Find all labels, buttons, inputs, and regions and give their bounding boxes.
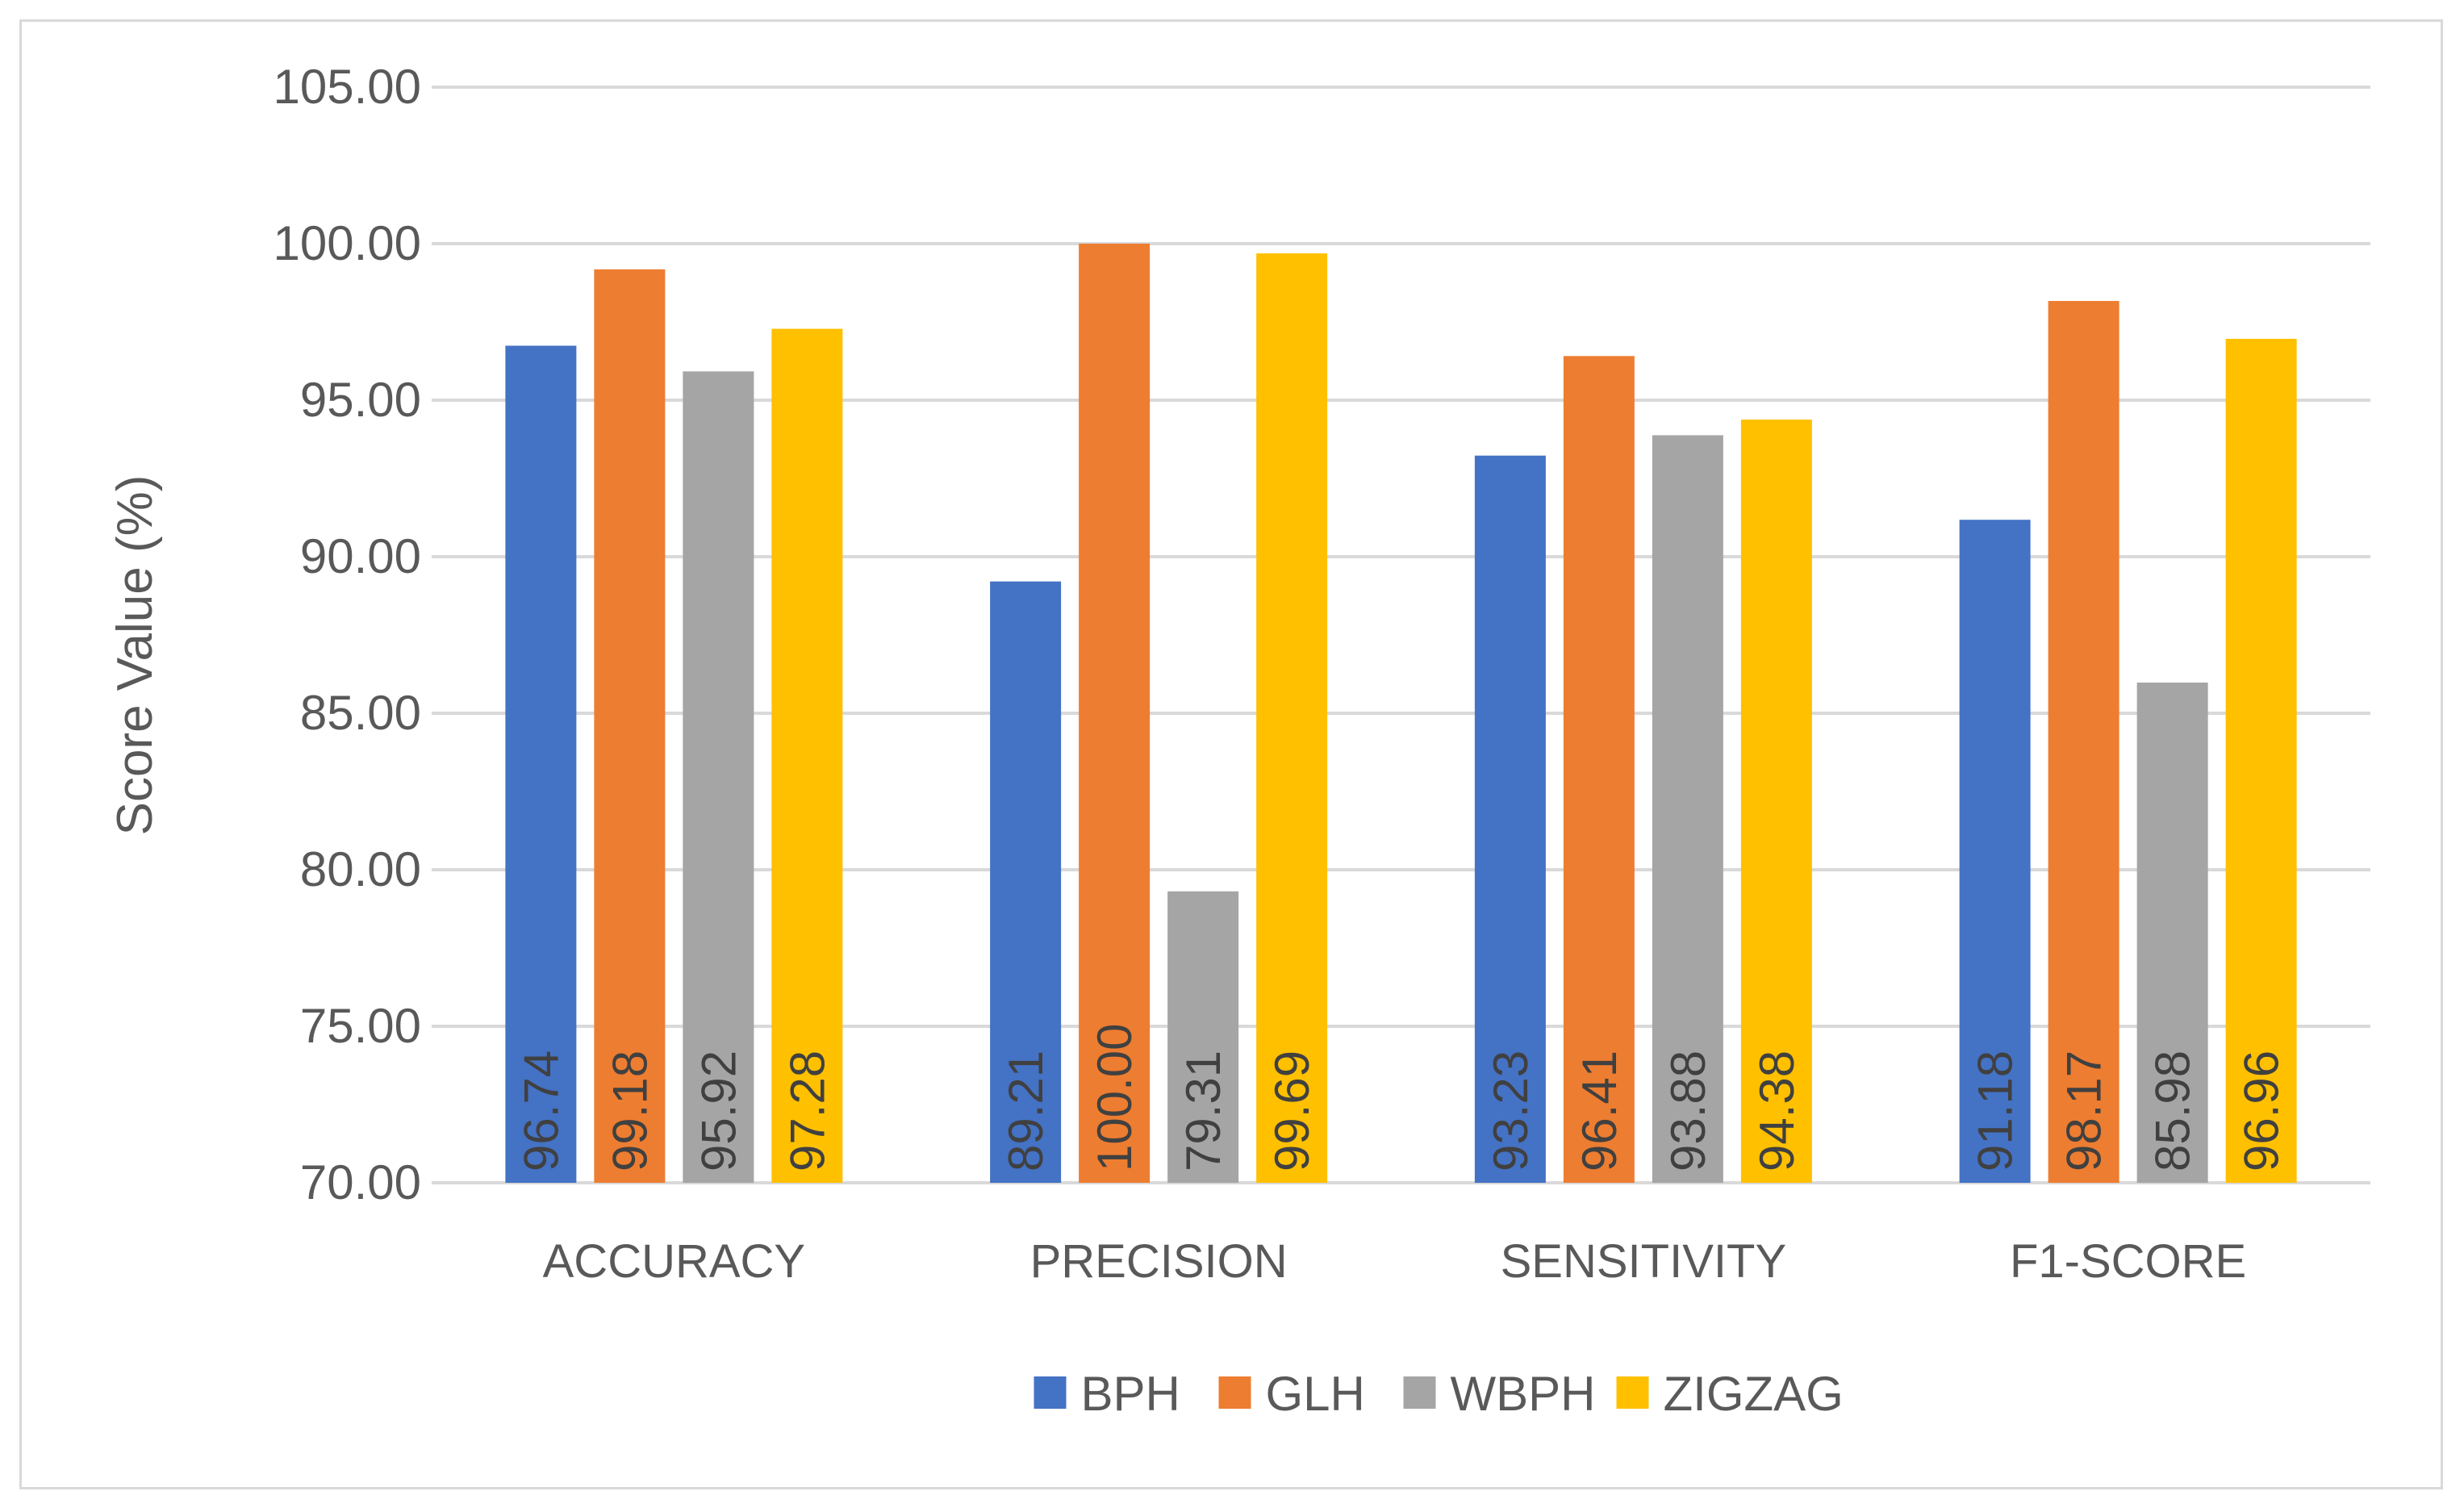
gridlines bbox=[432, 86, 2370, 1184]
y-tick-label: 105.00 bbox=[273, 60, 421, 114]
y-tick-label: 95.00 bbox=[300, 373, 421, 427]
bar-bph-precision bbox=[990, 581, 1062, 1183]
data-label: 98.17 bbox=[2057, 1050, 2111, 1172]
y-tick-label: 85.00 bbox=[300, 686, 421, 740]
data-labels: 96.74 99.18 95.92 97.28 89.21 100.00 79.31 99.6… bbox=[514, 1023, 2288, 1172]
y-tick-label: 70.00 bbox=[300, 1155, 421, 1209]
y-tick-label: 75.00 bbox=[300, 999, 421, 1053]
data-label: 79.31 bbox=[1176, 1050, 1230, 1172]
bar-wbph-precision bbox=[1167, 891, 1239, 1183]
x-category-label: F1-SCORE bbox=[2010, 1235, 2246, 1288]
bar-glh-sensitivity bbox=[1563, 356, 1635, 1183]
y-axis-title: Score Value (%) bbox=[107, 475, 163, 836]
legend-swatch-bph bbox=[1034, 1376, 1067, 1409]
legend: BPH GLH WBPH ZIGZAG bbox=[1034, 1367, 1844, 1421]
bar-wbph-sensitivity bbox=[1652, 435, 1723, 1183]
bar-zigzag-f1-score bbox=[2225, 338, 2297, 1183]
legend-swatch-glh bbox=[1218, 1376, 1251, 1409]
x-category-label: PRECISION bbox=[1030, 1235, 1288, 1288]
data-label: 99.18 bbox=[603, 1050, 657, 1172]
y-tick-label: 100.00 bbox=[273, 216, 421, 270]
x-category-label: ACCURACY bbox=[543, 1235, 806, 1288]
data-label: 99.69 bbox=[1265, 1050, 1319, 1172]
data-label: 100.00 bbox=[1088, 1023, 1142, 1172]
data-label: 94.38 bbox=[1750, 1050, 1804, 1172]
data-label: 95.92 bbox=[691, 1050, 745, 1172]
legend-label-glh: GLH bbox=[1266, 1367, 1365, 1421]
data-label: 96.41 bbox=[1572, 1050, 1627, 1172]
bar-zigzag-precision bbox=[1256, 253, 1328, 1183]
data-label: 93.23 bbox=[1484, 1050, 1538, 1172]
y-tick-label: 80.00 bbox=[300, 842, 421, 896]
legend-label-bph: BPH bbox=[1081, 1367, 1180, 1421]
y-axis-ticks: 70.00 75.00 80.00 85.00 90.00 95.00 100.00 105.… bbox=[273, 60, 421, 1209]
legend-swatch-zigzag bbox=[1616, 1376, 1649, 1409]
data-label: 89.21 bbox=[999, 1050, 1053, 1172]
data-label: 91.18 bbox=[1969, 1050, 2023, 1172]
bar-bph-sensitivity bbox=[1474, 455, 1546, 1183]
bar-glh-f1-score bbox=[2048, 301, 2119, 1183]
bar-glh-accuracy bbox=[594, 269, 666, 1183]
y-tick-label: 90.00 bbox=[300, 529, 421, 583]
bars bbox=[505, 244, 2297, 1184]
data-label: 96.74 bbox=[514, 1050, 568, 1172]
chart-frame bbox=[19, 19, 2443, 1489]
bar-bph-accuracy bbox=[505, 345, 577, 1183]
bar-bph-f1-score bbox=[1959, 520, 2031, 1183]
bar-zigzag-accuracy bbox=[771, 328, 843, 1183]
legend-swatch-wbph bbox=[1403, 1376, 1436, 1409]
bar-wbph-f1-score bbox=[2136, 682, 2208, 1183]
x-axis-categories: ACCURACY PRECISION SENSITIVITY F1-SCORE bbox=[543, 1235, 2247, 1288]
data-label: 96.96 bbox=[2235, 1050, 2289, 1172]
bar-wbph-accuracy bbox=[683, 371, 754, 1184]
data-label: 93.88 bbox=[1661, 1050, 1715, 1172]
data-label: 97.28 bbox=[780, 1050, 834, 1172]
x-category-label: SENSITIVITY bbox=[1501, 1235, 1787, 1288]
bar-zigzag-sensitivity bbox=[1740, 420, 1812, 1183]
bar-glh-precision bbox=[1079, 244, 1151, 1183]
legend-label-wbph: WBPH bbox=[1451, 1367, 1596, 1421]
legend-label-zigzag: ZIGZAG bbox=[1664, 1367, 1844, 1421]
data-label: 85.98 bbox=[2146, 1050, 2200, 1172]
